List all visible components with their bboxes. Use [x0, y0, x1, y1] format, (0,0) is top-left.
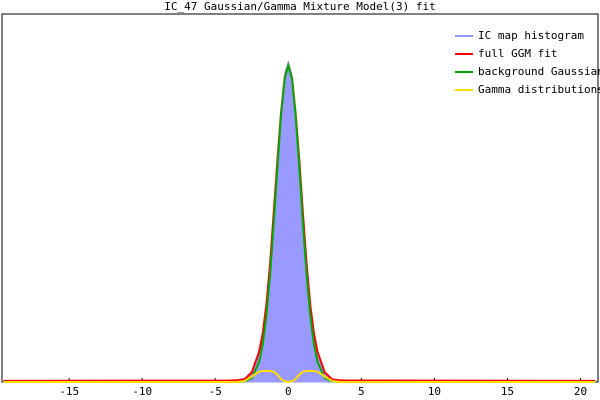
- series-line: [3, 370, 596, 384]
- legend-label: IC map histogram: [478, 29, 584, 42]
- x-tick-label: 10: [428, 385, 441, 398]
- chart-title: IC_47 Gaussian/Gamma Mixture Model(3) fi…: [164, 0, 436, 13]
- x-tick-label: 5: [358, 385, 365, 398]
- x-tick-label: 15: [501, 385, 514, 398]
- x-tick-label: -15: [59, 385, 79, 398]
- x-tick-label: 0: [285, 385, 292, 398]
- legend-label: full GGM fit: [478, 47, 557, 60]
- x-tick-label: 20: [574, 385, 587, 398]
- x-tick-label: -5: [209, 385, 222, 398]
- series-line: [3, 61, 596, 383]
- legend-label: background Gaussian: [478, 65, 600, 78]
- legend-label: Gamma distributions: [478, 83, 600, 96]
- x-tick-label: -10: [132, 385, 152, 398]
